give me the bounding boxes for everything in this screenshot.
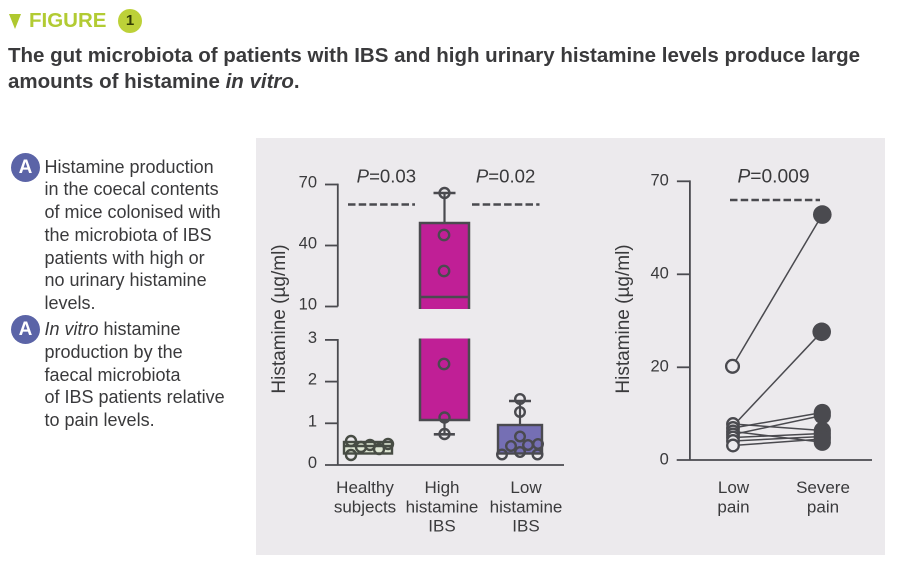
svg-text:IBS: IBS <box>512 517 539 536</box>
svg-text:P=0.009: P=0.009 <box>737 167 809 188</box>
svg-text:20: 20 <box>650 357 668 375</box>
svg-text:subjects: subjects <box>334 497 396 516</box>
svg-text:Severe: Severe <box>796 478 850 497</box>
svg-text:pain: pain <box>807 497 839 516</box>
svg-text:70: 70 <box>650 171 668 189</box>
svg-text:0: 0 <box>660 450 669 468</box>
svg-text:3: 3 <box>308 329 317 347</box>
svg-text:histamine: histamine <box>406 497 479 516</box>
svg-text:histamine: histamine <box>490 497 563 516</box>
svg-text:P=0.02: P=0.02 <box>476 166 535 187</box>
svg-text:2: 2 <box>308 371 317 389</box>
svg-text:10: 10 <box>299 296 317 314</box>
svg-text:pain: pain <box>717 497 749 516</box>
svg-text:Histamine (µg/ml): Histamine (µg/ml) <box>613 244 634 393</box>
svg-text:Healthy: Healthy <box>336 478 394 497</box>
svg-text:P=0.03: P=0.03 <box>357 166 416 187</box>
svg-text:40: 40 <box>650 264 668 282</box>
svg-text:70: 70 <box>299 174 317 192</box>
svg-text:High: High <box>425 478 460 497</box>
svg-text:40: 40 <box>299 235 317 253</box>
svg-text:IBS: IBS <box>428 517 455 536</box>
svg-text:Low: Low <box>718 478 750 497</box>
svg-text:Histamine (µg/ml): Histamine (µg/ml) <box>269 244 290 393</box>
svg-text:1: 1 <box>308 412 317 430</box>
svg-text:0: 0 <box>308 454 317 472</box>
svg-text:Low: Low <box>510 478 542 497</box>
